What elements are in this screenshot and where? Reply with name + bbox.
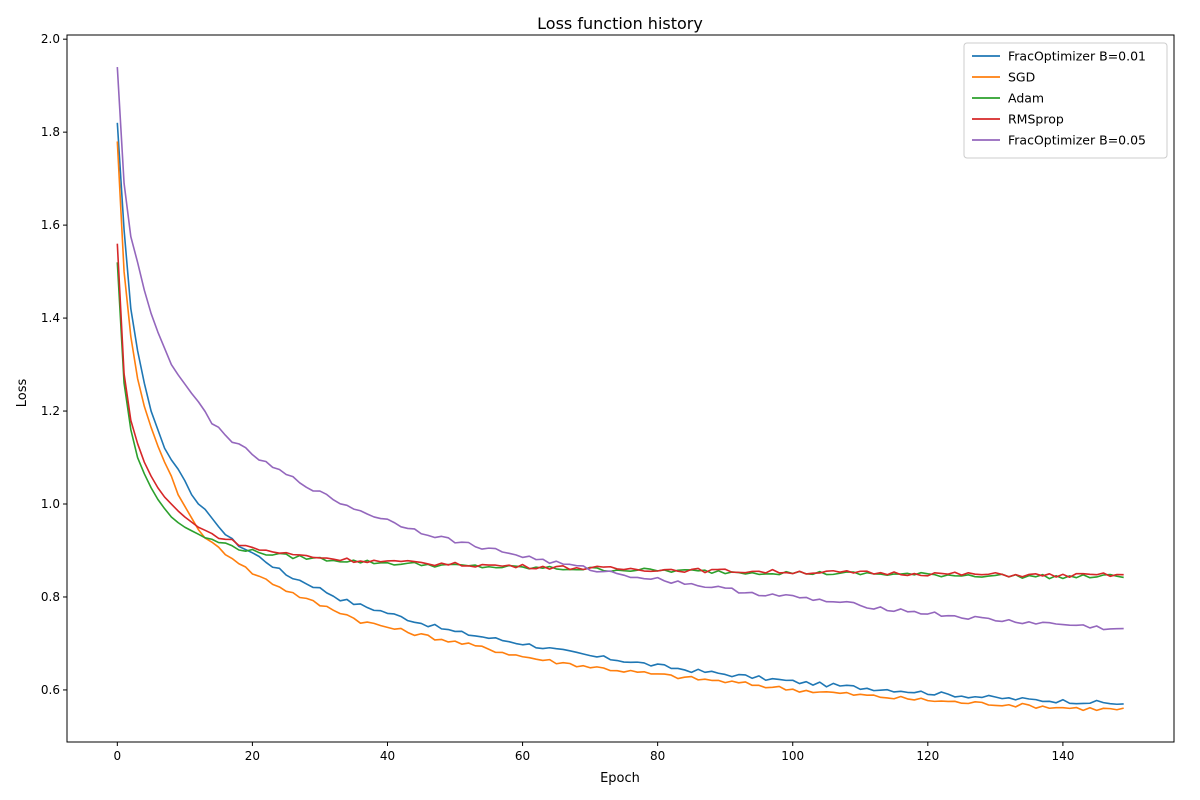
legend-label: FracOptimizer B=0.05: [1008, 133, 1146, 148]
x-axis-label: Epoch: [600, 771, 640, 786]
series-layer: [116, 67, 1124, 712]
y-tick-label: 0.6: [41, 683, 60, 697]
y-axis-label: Loss: [15, 379, 30, 408]
chart-title: Loss function history: [537, 14, 703, 33]
x-tick-label: 40: [380, 749, 395, 763]
x-tick-label: 20: [245, 749, 260, 763]
plot-frame: [66, 34, 1175, 743]
x-axis: 0 20 40 60 80 100 120 140: [113, 742, 1074, 763]
y-tick-label: 1.8: [41, 125, 60, 139]
legend-label: RMSprop: [1008, 112, 1064, 127]
legend-label: Adam: [1008, 91, 1044, 106]
x-tick-label: 100: [781, 749, 804, 763]
y-axis: 0.6 0.8 1.0 1.2 1.4 1.6 1.8 2.0: [41, 32, 67, 697]
x-tick-label: 140: [1051, 749, 1074, 763]
legend: FracOptimizer B=0.01 SGD Adam RMSprop FracOp…: [963, 42, 1168, 159]
legend-label: FracOptimizer B=0.01: [1008, 49, 1146, 64]
series-line-3: [116, 262, 1124, 580]
y-tick-label: 1.6: [41, 218, 60, 232]
x-tick-label: 0: [113, 749, 121, 763]
y-tick-label: 1.2: [41, 404, 60, 418]
x-tick-label: 120: [916, 749, 939, 763]
series-line-1: [116, 122, 1124, 706]
series-line-4: [116, 243, 1124, 579]
legend-box: [963, 42, 1168, 159]
y-tick-label: 2.0: [41, 32, 60, 46]
y-tick-label: 0.8: [41, 590, 60, 604]
legend-label: SGD: [1008, 70, 1035, 85]
x-tick-label: 60: [515, 749, 530, 763]
series-line-2: [116, 141, 1124, 712]
y-tick-label: 1.4: [41, 311, 60, 325]
y-tick-label: 1.0: [41, 497, 60, 511]
x-tick-label: 80: [650, 749, 665, 763]
series-line-5: [116, 67, 1124, 631]
